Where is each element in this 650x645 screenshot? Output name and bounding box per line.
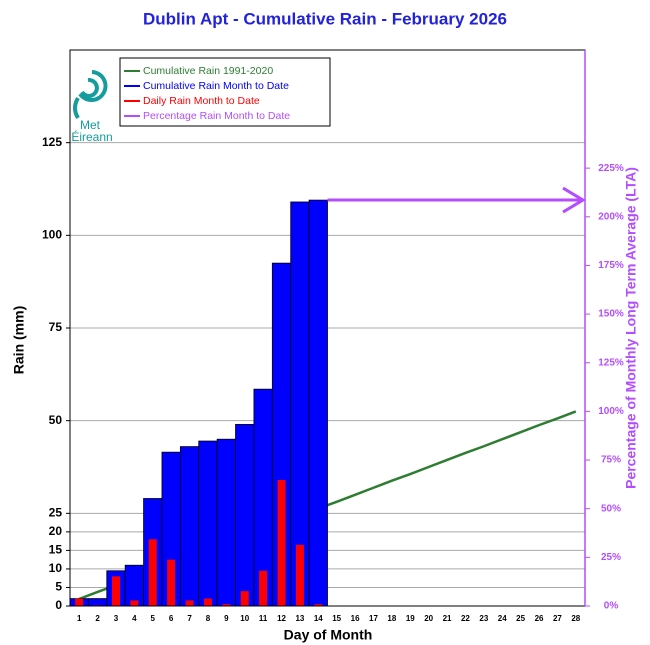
x-tick-label: 7 [187,614,192,623]
y2-tick-label: 100% [598,406,624,417]
x-tick-label: 26 [535,614,544,623]
y-tick-label: 50 [49,413,63,427]
daily-bar [295,544,304,606]
y-tick-label: 5 [55,580,62,594]
logo-text: Éireann [71,129,112,144]
bar [235,423,255,607]
bar [179,446,200,607]
x-tick-label: 6 [169,614,174,623]
x-tick-label: 22 [461,614,470,623]
legend: Cumulative Rain 1991-2020 Cumulative Rain… [119,57,331,127]
chart-title: Dublin Apt - Cumulative Rain - February … [143,9,507,28]
x-tick-label: 12 [277,614,286,623]
daily-bar [314,604,323,606]
x-tick-label: 28 [571,614,580,623]
y-tick-label: 15 [49,543,63,557]
y2-tick-label: 225% [598,163,624,174]
bar [198,440,218,607]
y-tick-label: 20 [49,524,63,538]
legend-label: Percentage Rain Month to Date [143,110,290,122]
x-tick-label: 24 [498,614,507,623]
x-tick-label: 18 [387,614,396,623]
bar [124,564,144,607]
x-tick-label: 17 [369,614,378,623]
bar [87,598,108,607]
daily-bar [222,604,231,606]
x-tick-label: 4 [132,614,137,623]
daily-bar [130,600,139,606]
y2-axis-label: Percentage of Monthly Long Term Average … [623,167,639,489]
bar [216,438,236,607]
y2-tick-label: 75% [601,455,621,466]
x-tick-label: 25 [516,614,525,623]
y2-tick-label: 50% [601,503,621,514]
y2-tick-label: 200% [598,211,624,222]
x-tick-label: 19 [406,614,415,623]
y-tick-label: 75 [49,320,63,334]
daily-bar [111,576,120,606]
x-tick-label: 1 [77,614,82,623]
x-tick-label: 15 [332,614,341,623]
legend-label: Cumulative Rain Month to Date [143,80,289,92]
x-tick-label: 14 [314,614,323,623]
y-tick-label: 125 [42,135,62,149]
y2-tick-label: 175% [598,260,624,271]
x-tick-label: 2 [95,614,100,623]
x-tick-label: 20 [424,614,433,623]
y-tick-label: 10 [49,561,63,575]
y-tick-label: 25 [49,506,63,520]
x-tick-label: 27 [553,614,562,623]
y2-tick-label: 125% [598,357,624,368]
x-tick-label: 8 [206,614,211,623]
y-tick-label: 100 [42,228,62,242]
daily-bar [75,598,84,606]
daily-bar [167,559,176,606]
daily-bar [148,539,157,606]
x-tick-label: 21 [443,614,452,623]
x-tick-label: 13 [295,614,304,623]
legend-label: Cumulative Rain 1991-2020 [143,65,273,77]
x-tick-label: 3 [114,614,119,623]
y2-tick-label: 150% [598,309,624,320]
legend-label: Daily Rain Month to Date [143,95,260,107]
bar [308,199,328,607]
daily-bar [277,479,286,606]
x-axis-label: Day of Month [284,627,373,643]
daily-bar [240,591,249,606]
daily-bar [203,598,212,606]
legend-box [119,57,331,127]
y-tick-label: 0 [55,598,62,612]
x-tick-label: 10 [240,614,249,623]
x-tick-label: 9 [224,614,229,623]
logo-swirl [73,70,108,120]
x-tick-label: 5 [151,614,156,623]
percentage-arrow [327,186,586,214]
daily-bar [259,570,268,606]
x-tick-label: 16 [351,614,360,623]
y2-tick-label: 25% [601,552,621,563]
logo-text: Met [80,118,101,132]
daily-bar [185,600,194,606]
x-tick-label: 23 [479,614,488,623]
y-axis-label: Rain (mm) [11,306,27,374]
x-tick-label: 11 [259,614,268,623]
y2-tick-label: 0% [604,601,619,612]
